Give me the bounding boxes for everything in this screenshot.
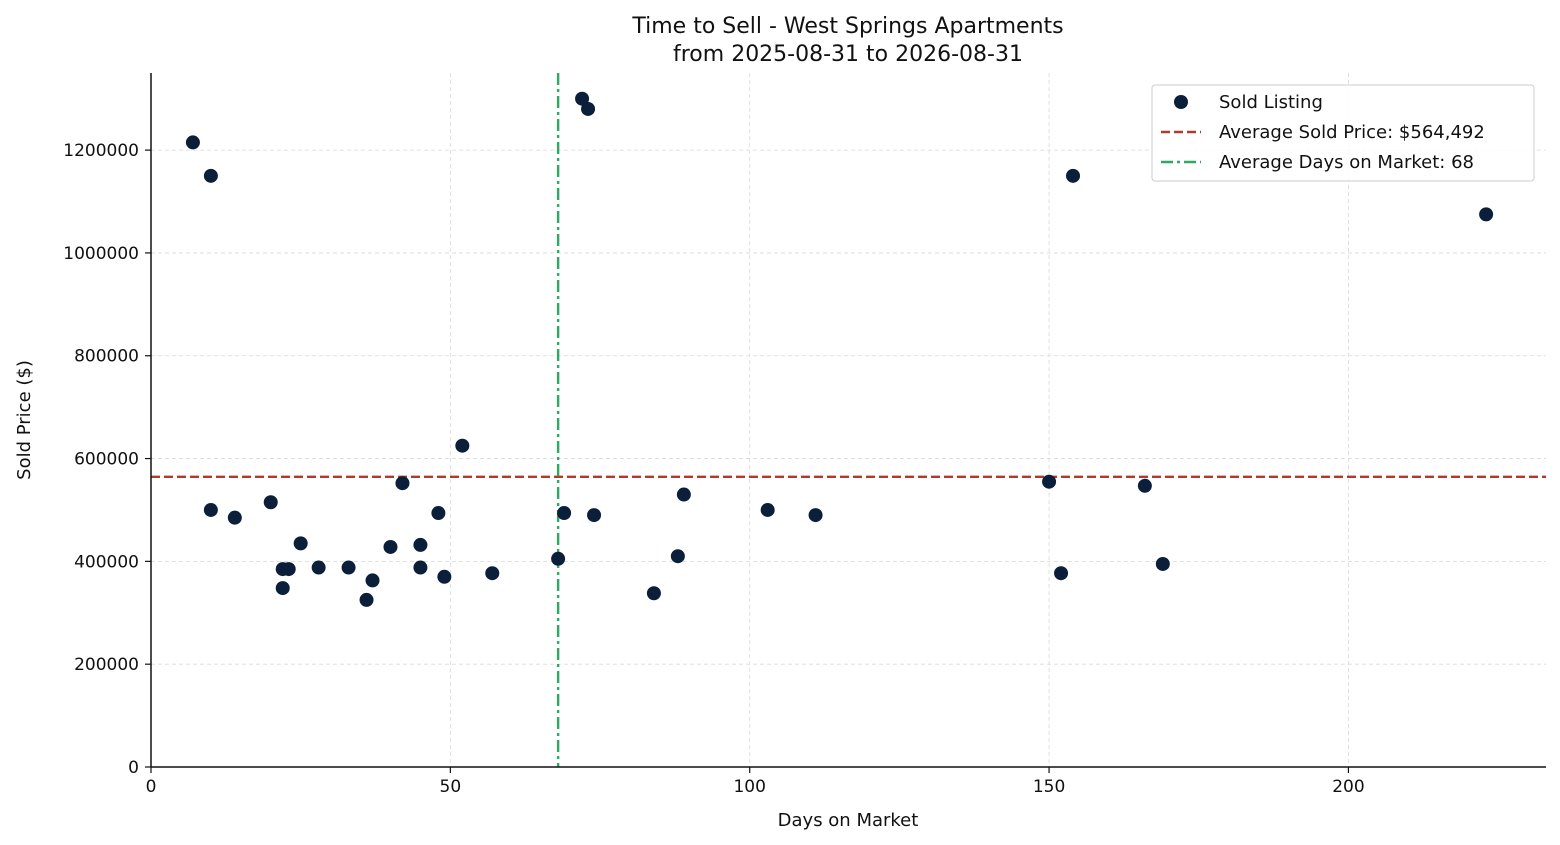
data-point: [1137, 478, 1152, 493]
y-axis-label: Sold Price ($): [14, 360, 35, 480]
data-point: [587, 508, 602, 523]
data-point: [185, 135, 200, 150]
reference-lines: [151, 73, 1546, 767]
data-point: [383, 539, 398, 554]
data-points: [185, 91, 1494, 607]
x-tick-label: 0: [146, 777, 157, 797]
data-point: [341, 560, 356, 575]
data-point: [575, 91, 590, 106]
data-point: [227, 510, 242, 525]
x-axis-label: Days on Market: [778, 810, 919, 831]
legend: Sold Listing Average Sold Price: $564,49…: [1151, 84, 1535, 182]
data-point: [760, 502, 775, 517]
x-axis-ticks: 0 50 100 150 200: [146, 767, 1365, 797]
y-tick-label: 1000000: [63, 244, 139, 264]
data-point: [676, 487, 691, 502]
data-point: [1479, 207, 1494, 222]
data-point: [551, 551, 566, 566]
x-tick-label: 200: [1332, 777, 1364, 797]
y-tick-label: 0: [128, 758, 139, 778]
data-point: [413, 560, 428, 575]
data-point: [455, 438, 470, 453]
x-tick-label: 150: [1033, 777, 1065, 797]
data-point: [670, 549, 685, 564]
data-point: [1066, 168, 1081, 183]
data-point: [311, 560, 326, 575]
data-point: [646, 586, 661, 601]
data-point: [581, 101, 596, 116]
legend-marker-sold-listing: [1174, 95, 1188, 109]
y-tick-label: 600000: [74, 450, 139, 470]
data-point: [437, 569, 452, 584]
data-point: [203, 168, 218, 183]
chart-title: Time to Sell - West Springs Apartments: [631, 14, 1063, 39]
data-point: [1155, 556, 1170, 571]
x-tick-label: 50: [440, 777, 462, 797]
chart-subtitle: from 2025-08-31 to 2026-08-31: [673, 42, 1023, 67]
y-tick-label: 1200000: [63, 141, 139, 161]
y-tick-label: 400000: [74, 552, 139, 572]
legend-label-sold-listing: Sold Listing: [1219, 92, 1323, 113]
data-point: [413, 537, 428, 552]
data-point: [203, 502, 218, 517]
data-point: [359, 592, 374, 607]
data-point: [808, 508, 823, 523]
data-point: [365, 573, 380, 588]
y-tick-label: 200000: [74, 655, 139, 675]
data-point: [485, 566, 500, 581]
data-point: [1042, 474, 1057, 489]
data-point: [431, 506, 446, 521]
y-tick-label: 800000: [74, 347, 139, 367]
y-axis-ticks: 0 200000 400000 600000 800000 1000000 1200000: [63, 141, 151, 778]
data-point: [395, 476, 410, 491]
data-point: [281, 562, 296, 577]
legend-label-avg-price: Average Sold Price: $564,492: [1219, 122, 1485, 143]
legend-box: [1151, 84, 1535, 182]
data-point: [293, 536, 308, 551]
x-tick-label: 100: [733, 777, 765, 797]
data-point: [1054, 566, 1069, 581]
data-point: [557, 506, 572, 521]
legend-label-avg-days: Average Days on Market: 68: [1219, 152, 1474, 173]
data-point: [263, 495, 278, 510]
data-point: [275, 581, 290, 596]
